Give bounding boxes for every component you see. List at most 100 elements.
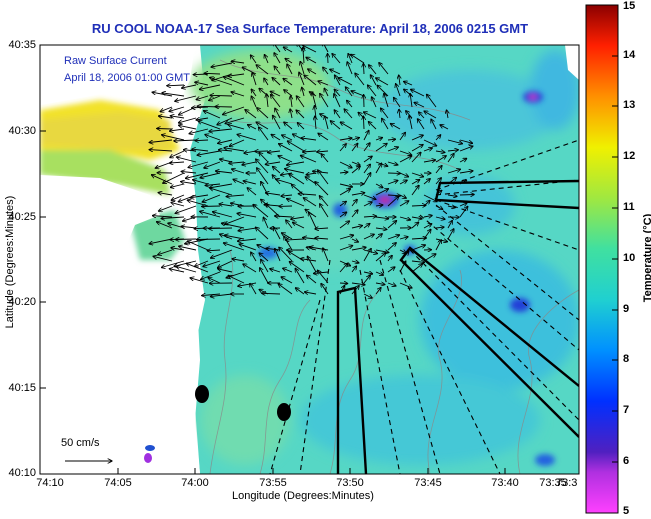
current-vector xyxy=(338,78,353,86)
current-vector xyxy=(375,287,381,295)
current-vector xyxy=(289,262,305,273)
current-vector xyxy=(315,182,329,196)
plot-frame xyxy=(39,44,580,475)
current-vector xyxy=(170,116,185,118)
current-vector xyxy=(283,47,293,53)
colorbar-tick-label: 12 xyxy=(623,150,636,162)
current-vector xyxy=(190,194,209,198)
y-tick-label: 40:10 xyxy=(8,467,36,479)
current-vector xyxy=(351,286,359,295)
current-vector xyxy=(435,135,441,141)
current-vector xyxy=(260,268,269,284)
current-vector xyxy=(435,227,444,228)
current-vector xyxy=(303,151,317,152)
current-vector xyxy=(202,194,221,202)
current-vector xyxy=(375,183,383,188)
current-vector xyxy=(447,177,457,185)
current-vector xyxy=(399,201,409,207)
colorbar-title: Temperature (°C) xyxy=(642,213,651,303)
colorbar-tick-label: 10 xyxy=(623,252,636,264)
current-vector xyxy=(344,109,353,119)
current-vector xyxy=(210,293,233,297)
current-vector xyxy=(225,117,245,124)
current-vector xyxy=(274,227,281,240)
y-tick-label: 40:25 xyxy=(8,211,36,223)
current-vector xyxy=(149,238,173,244)
current-vector xyxy=(363,293,372,298)
current-vector xyxy=(423,224,432,229)
current-vector xyxy=(301,138,317,140)
current-vector xyxy=(435,156,446,163)
current-vector xyxy=(351,210,358,218)
current-vector xyxy=(257,168,269,185)
current-vector xyxy=(224,148,245,152)
current-vector xyxy=(435,151,445,152)
current-vector xyxy=(399,251,409,262)
current-vector xyxy=(372,97,377,108)
current-vector xyxy=(255,227,269,240)
current-vector xyxy=(300,155,317,163)
current-vector xyxy=(169,106,185,111)
sst-field xyxy=(40,45,579,474)
current-vector xyxy=(339,161,352,168)
current-vector xyxy=(231,92,245,97)
axis-ticks xyxy=(39,44,506,474)
current-vector xyxy=(201,271,221,280)
current-vector xyxy=(253,204,269,218)
current-vector xyxy=(363,275,370,284)
current-vector xyxy=(339,212,347,218)
current-vector xyxy=(212,212,233,218)
current-vector xyxy=(419,112,425,119)
current-vector xyxy=(387,196,399,207)
current-vector xyxy=(204,161,221,168)
current-vector xyxy=(387,255,392,262)
colorbar-tick-label: 13 xyxy=(623,99,636,111)
current-vector xyxy=(318,81,329,86)
current-vector xyxy=(161,260,185,268)
current-vector xyxy=(317,270,329,284)
current-vector xyxy=(321,283,329,295)
current-vector xyxy=(237,213,257,218)
colorbar-tick-label: 7 xyxy=(623,404,630,416)
current-vector xyxy=(351,138,359,140)
colorbar-tick-label: 5 xyxy=(623,505,630,517)
current-vector xyxy=(195,82,209,86)
colorbar-tick-label: 15 xyxy=(623,0,636,12)
current-vector xyxy=(217,260,233,268)
current-vector xyxy=(447,139,463,144)
current-vector xyxy=(192,149,209,151)
current-vector xyxy=(250,55,257,64)
current-vector xyxy=(279,247,293,262)
current-vector xyxy=(334,110,341,119)
current-vector xyxy=(447,206,455,208)
current-vector xyxy=(274,66,281,75)
current-vector xyxy=(207,250,221,251)
current-vector xyxy=(339,138,352,140)
current-vector xyxy=(351,239,358,242)
current-vector xyxy=(363,216,377,217)
current-vector xyxy=(339,189,351,196)
current-vector xyxy=(156,222,173,229)
current-vector xyxy=(363,143,370,152)
current-vector xyxy=(435,178,441,185)
current-vector xyxy=(210,249,233,258)
current-vector xyxy=(171,248,185,250)
current-vector xyxy=(363,234,374,240)
current-vector xyxy=(399,261,406,273)
current-vector xyxy=(302,87,304,97)
current-vector xyxy=(459,195,474,196)
current-vector xyxy=(411,135,423,141)
current-vector xyxy=(210,188,233,196)
current-vector xyxy=(459,203,467,206)
current-vector xyxy=(181,171,197,173)
current-vector xyxy=(447,110,449,119)
current-vector xyxy=(262,293,281,294)
x-tick-label: 73:40 xyxy=(491,477,519,489)
current-vector xyxy=(435,217,445,219)
current-vector xyxy=(209,128,233,132)
current-vector xyxy=(363,116,364,130)
current-vector xyxy=(325,116,329,130)
current-vector xyxy=(315,228,329,229)
current-vector xyxy=(411,245,426,251)
current-vector xyxy=(304,75,317,86)
